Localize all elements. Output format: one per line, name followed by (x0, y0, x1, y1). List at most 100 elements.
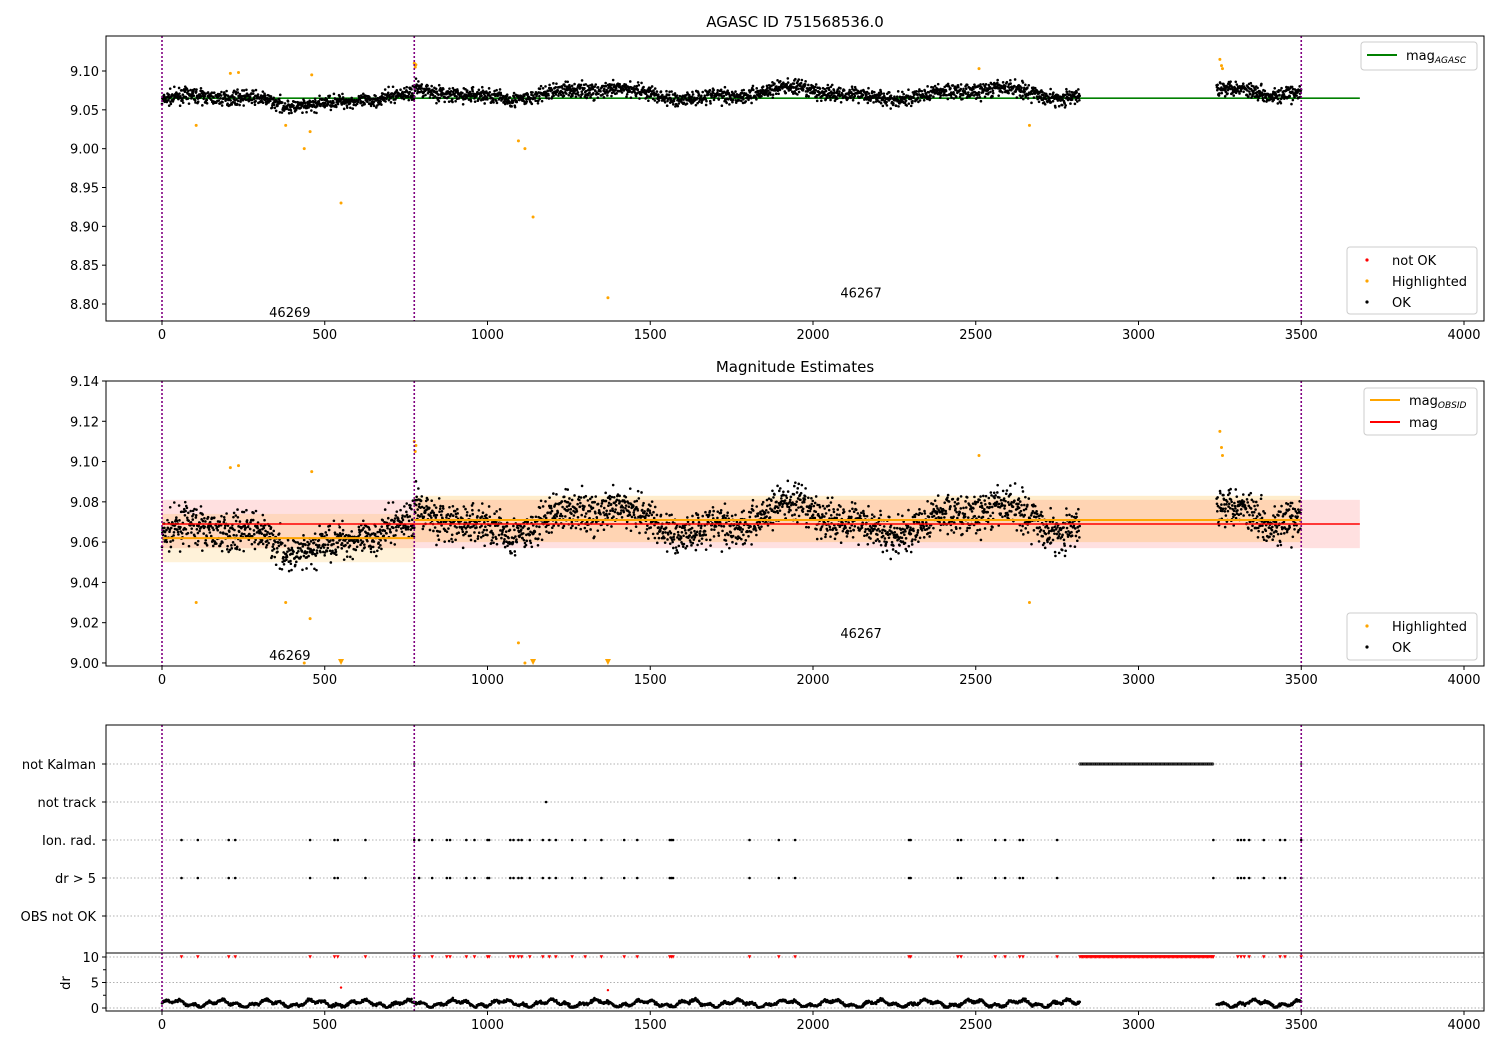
ok-point (168, 528, 172, 532)
ok-point (676, 104, 680, 108)
ok-point (286, 550, 289, 553)
ok-point (731, 98, 735, 102)
ok-point (196, 531, 200, 535)
ok-point (570, 498, 574, 502)
ok-point (191, 509, 195, 513)
ok-point (502, 540, 506, 544)
ok-point (299, 547, 302, 550)
ok-point (795, 500, 799, 503)
ok-point (1249, 81, 1253, 85)
ok-point (614, 503, 618, 507)
ok-point (341, 532, 345, 536)
ok-point (336, 545, 340, 549)
ok-point (285, 106, 289, 110)
legend-subscript: AGASC (1434, 56, 1467, 66)
ok-point (480, 85, 484, 89)
ok-point (355, 102, 359, 106)
ok-point (593, 85, 597, 88)
ok-point (1026, 97, 1030, 100)
ok-point (719, 509, 723, 512)
ok-point (763, 511, 767, 515)
ok-point (242, 510, 246, 514)
ok-point (1032, 96, 1036, 99)
ok-point (388, 93, 391, 97)
ok-point (341, 96, 345, 99)
ok-point (434, 87, 438, 91)
ok-point (599, 90, 602, 93)
ok-point (246, 525, 250, 529)
ok-point (1217, 94, 1221, 97)
ok-point (470, 92, 473, 96)
ok-point (579, 95, 583, 99)
ok-point (604, 499, 608, 503)
ok-point (653, 505, 657, 509)
ok-point (623, 500, 627, 504)
x-tick-label: 2000 (796, 328, 829, 343)
ok-point (1014, 90, 1018, 93)
ok-point (235, 547, 239, 551)
ok-point (418, 515, 422, 518)
ok-point (497, 533, 501, 537)
ok-point (1070, 98, 1074, 101)
ok-point (378, 528, 382, 531)
ok-point (238, 103, 241, 107)
ok-point (776, 484, 779, 488)
ok-point (345, 555, 349, 558)
ok-point (544, 85, 547, 88)
ok-point (238, 548, 241, 551)
ok-point (556, 89, 560, 92)
ok-point (1242, 90, 1245, 94)
ok-point (450, 97, 454, 101)
ok-point (433, 95, 437, 98)
ok-point (342, 107, 346, 111)
ok-point (907, 88, 910, 92)
ok-point (601, 93, 605, 96)
ok-point (471, 85, 475, 89)
ok-point (588, 509, 592, 513)
ok-point (670, 513, 673, 517)
ok-point (315, 549, 319, 552)
ok-point (366, 539, 369, 543)
ok-point (734, 90, 737, 93)
ok-point (192, 94, 196, 98)
ok-point (768, 91, 772, 94)
ok-point (701, 90, 705, 94)
legend-label: OK (1392, 296, 1411, 311)
ok-point (201, 549, 204, 552)
ok-point (723, 502, 727, 505)
ok-point (378, 530, 382, 534)
ok-point (417, 80, 420, 83)
ok-point (387, 501, 390, 505)
ok-point (765, 515, 768, 518)
ok-point (563, 495, 566, 499)
ok-point (203, 525, 207, 528)
ok-point (717, 534, 721, 537)
ok-point (374, 525, 377, 528)
ok-point (666, 538, 669, 541)
ok-point (604, 92, 607, 95)
ok-point (250, 101, 254, 105)
ok-point (580, 484, 584, 488)
ok-point (1037, 100, 1041, 104)
ok-point (394, 514, 398, 517)
ok-point (401, 514, 404, 518)
ok-point (512, 524, 515, 528)
ok-point (661, 530, 665, 534)
ok-point (1007, 91, 1010, 95)
ok-point (260, 532, 264, 535)
ok-point (357, 525, 361, 529)
ok-point (194, 516, 198, 519)
ok-point (596, 86, 600, 89)
ok-point (813, 516, 817, 520)
ok-point (1216, 83, 1219, 87)
ok-point (826, 529, 829, 532)
ok-point (406, 515, 410, 519)
ok-point (686, 516, 689, 519)
ok-point (711, 513, 714, 517)
ok-point (436, 534, 440, 537)
ok-point (638, 97, 641, 100)
ok-point (929, 97, 932, 100)
ok-point (827, 88, 831, 92)
ok-point (252, 529, 256, 532)
ok-point (766, 504, 769, 508)
